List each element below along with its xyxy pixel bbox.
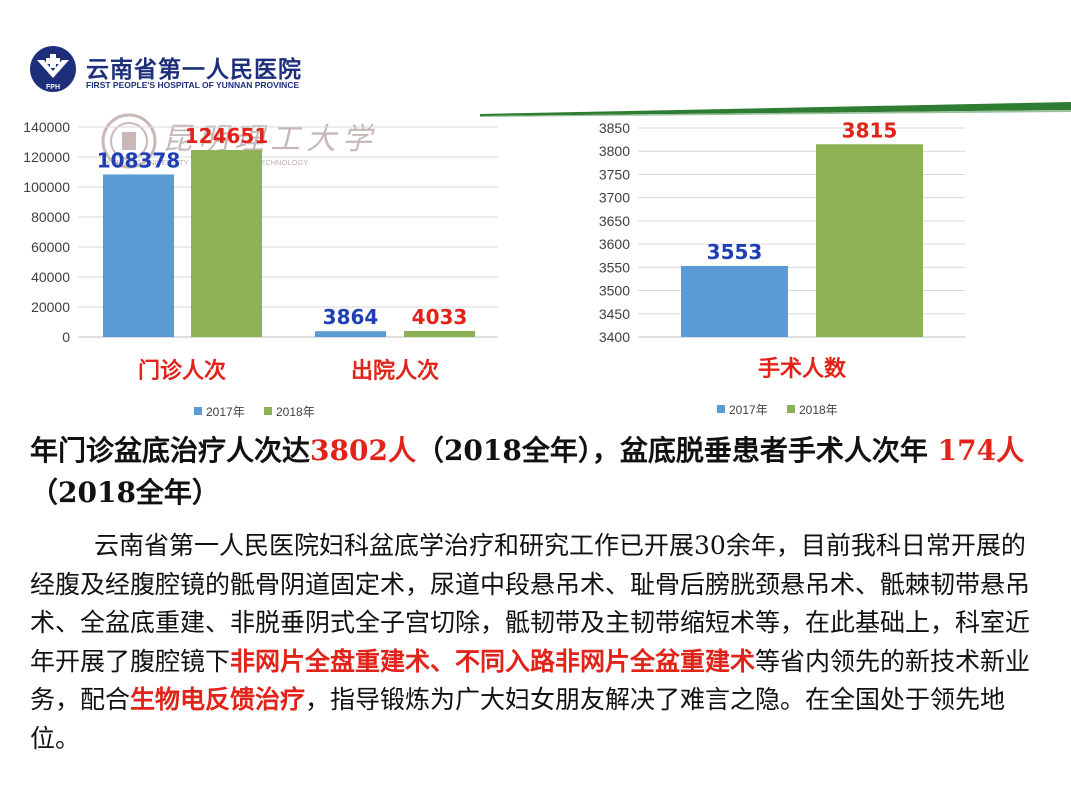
y-tick-label: 120000 — [23, 149, 70, 165]
legend-label: 2017年 — [206, 405, 245, 419]
body-text-1: 云南省第一人民医院妇科盆底学治疗和研究工作已开展30余年，目前我科日常开展的经腹… — [30, 531, 1031, 676]
logo-mark-text: FPH — [46, 84, 60, 91]
body-paragraph: 云南省第一人民医院妇科盆底学治疗和研究工作已开展30余年，目前我科日常开展的经腹… — [30, 527, 1045, 759]
data-label: 3553 — [707, 240, 763, 264]
category-label: 出院人次 — [351, 358, 439, 384]
legend-swatch — [264, 407, 272, 415]
legend-label: 2018年 — [276, 405, 315, 419]
body-highlight-biofeedback: 生物电反馈治疗 — [130, 685, 306, 715]
summary-heading: 年门诊盆底治疗人次达3802人（2018全年），盆底脱垂患者手术人次年 174人… — [30, 430, 1045, 514]
bar-2018 — [816, 144, 923, 337]
legend-swatch — [787, 405, 795, 413]
body-highlight-procedures: 非网片全盘重建术、不同入路非网片全盆重建术 — [230, 646, 756, 676]
y-tick-label: 3400 — [599, 329, 630, 345]
header-accent-band — [480, 102, 1071, 117]
heading-text-1: 年门诊盆底治疗人次达 — [30, 434, 311, 467]
hospital-emblem-icon: FPH — [30, 46, 76, 92]
data-label: 108378 — [97, 148, 181, 172]
legend-swatch — [194, 407, 202, 415]
legend-label: 2017年 — [729, 403, 768, 417]
y-tick-label: 3600 — [599, 236, 630, 252]
y-tick-label: 3800 — [599, 143, 630, 159]
heading-text-3: （2018全年） — [30, 476, 220, 509]
data-label: 3815 — [842, 118, 898, 142]
y-tick-label: 40000 — [31, 269, 70, 285]
y-tick-label: 3550 — [599, 259, 630, 275]
y-tick-label: 3750 — [599, 166, 630, 182]
data-label: 3864 — [323, 305, 379, 329]
data-label: 124651 — [185, 124, 269, 148]
y-tick-label: 3650 — [599, 213, 630, 229]
heading-outpatient-count: 3802人 — [310, 434, 416, 467]
bar-2017 — [315, 331, 386, 337]
category-label: 门诊人次 — [138, 358, 226, 384]
y-tick-label: 100000 — [23, 179, 70, 195]
body-text-3: ，指导锻炼为广大妇女朋友解决了难言之隐。在全国处于领先地位。 — [30, 685, 1006, 753]
y-tick-label: 0 — [62, 329, 70, 345]
chart-visits: 0 20000 40000 60000 80000 100000 120000 140000 1… — [23, 119, 498, 419]
heading-text-2: （2018全年），盆底脱垂患者手术人次年 — [415, 434, 938, 467]
y-tick-label: 3850 — [599, 120, 630, 136]
hospital-name-en: FIRST PEOPLE'S HOSPITAL OF YUNNAN PROVIN… — [86, 80, 300, 90]
body-text-2: 等省内领先的新技术新业务，配合 — [30, 646, 1031, 715]
category-label: 手术人数 — [758, 356, 847, 382]
y-tick-label: 3500 — [599, 283, 630, 299]
university-seal-icon — [101, 113, 157, 169]
data-label: 4033 — [412, 305, 468, 329]
y-tick-label: 140000 — [23, 119, 70, 135]
y-tick-label: 3450 — [599, 306, 630, 322]
hospital-logo: FPH 云南省第一人民医院 FIRST PEOPLE'S HOSPITAL OF… — [28, 44, 338, 96]
bar-2017 — [103, 174, 174, 337]
bar-2017 — [681, 265, 788, 337]
bar-2018 — [191, 150, 262, 337]
y-tick-label: 80000 — [31, 209, 70, 225]
legend-swatch — [717, 405, 725, 413]
heading-surgery-count: 174人 — [937, 434, 1025, 467]
legend-label: 2018年 — [799, 403, 838, 417]
y-tick-label: 20000 — [31, 299, 70, 315]
bar-2018 — [404, 330, 475, 337]
hospital-name-cn: 云南省第一人民医院 — [86, 56, 302, 83]
y-tick-label: 3700 — [599, 190, 630, 206]
y-tick-label: 60000 — [31, 239, 70, 255]
